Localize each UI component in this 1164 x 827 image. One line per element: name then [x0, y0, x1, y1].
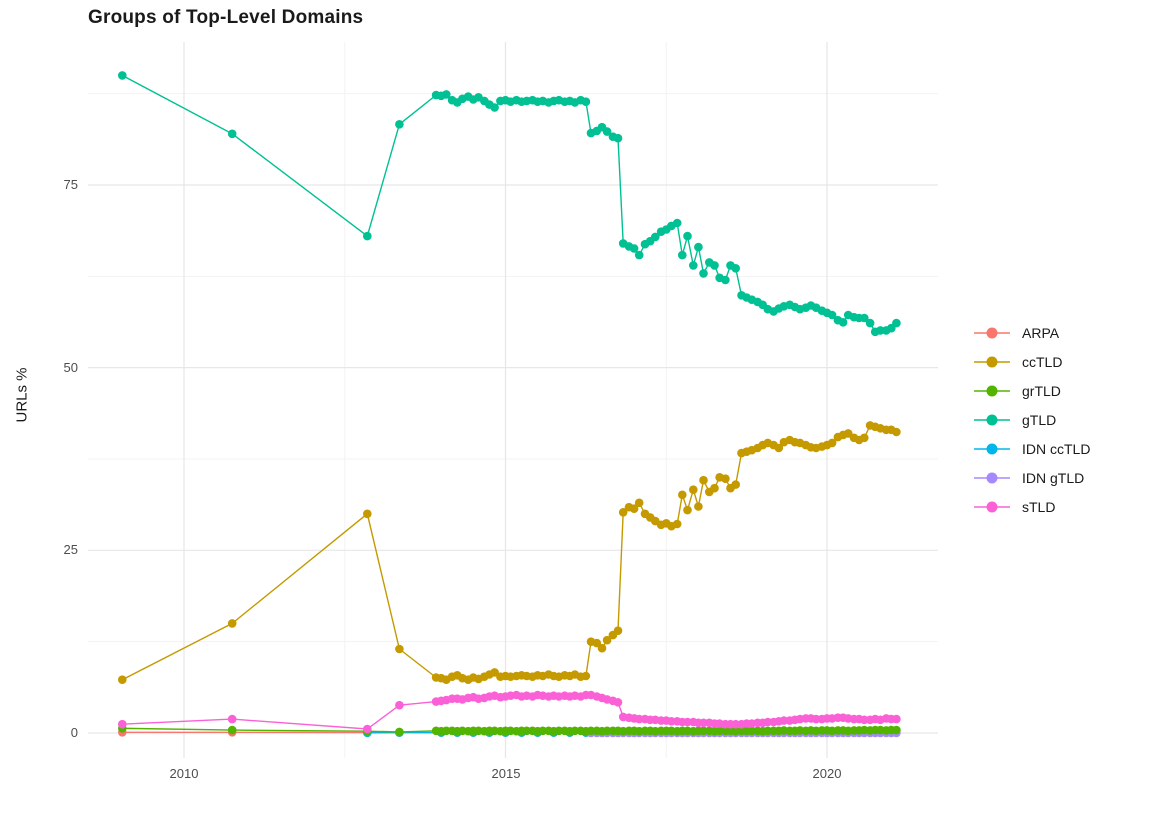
- legend-item-idn-cctld: IDN ccTLD: [974, 434, 1090, 463]
- data-point-gtld: [683, 231, 692, 241]
- data-point-cctld: [683, 505, 692, 515]
- legend-label: IDN gTLD: [1022, 469, 1085, 486]
- data-point-cctld: [860, 433, 869, 443]
- data-point-gtld: [865, 318, 875, 328]
- data-point-gtld: [689, 261, 698, 270]
- legend-key-icon: [974, 441, 1010, 457]
- data-point-gtld: [838, 318, 848, 327]
- x-tick-label: 2015: [491, 766, 521, 781]
- legend-key-icon: [974, 412, 1010, 428]
- legend-item-cctld: ccTLD: [974, 347, 1090, 376]
- data-point-cctld: [699, 475, 708, 485]
- data-point-gtld: [602, 127, 612, 136]
- data-point-gtld: [363, 231, 372, 241]
- data-point-stld: [892, 714, 901, 724]
- legend-label: gTLD: [1022, 411, 1057, 428]
- legend-label: ARPA: [1022, 324, 1060, 341]
- data-point-gtld: [651, 232, 660, 242]
- y-tick-label: 50: [63, 360, 78, 375]
- y-tick-label: 75: [63, 177, 78, 192]
- y-tick-label: 0: [70, 725, 78, 740]
- data-point-stld: [395, 700, 404, 710]
- data-point-cctld: [613, 626, 623, 635]
- data-point-cctld: [629, 504, 639, 513]
- data-point-cctld: [892, 427, 901, 437]
- data-point-cctld: [694, 502, 703, 511]
- data-point-gtld: [395, 120, 404, 129]
- data-point-stld: [227, 714, 237, 724]
- data-point-gtld: [118, 71, 127, 80]
- data-point-gtld: [721, 275, 730, 285]
- data-point-stld: [613, 698, 623, 707]
- legend-key-icon: [974, 499, 1010, 515]
- data-point-cctld: [581, 671, 591, 681]
- data-point-gtld: [672, 218, 682, 228]
- data-point-cctld: [395, 644, 404, 654]
- data-point-cctld: [597, 643, 607, 653]
- data-point-gtld: [731, 264, 740, 273]
- legend-label: IDN ccTLD: [1022, 440, 1091, 457]
- series-stld: [118, 690, 901, 734]
- data-point-gtld: [699, 269, 708, 278]
- data-point-gtld: [827, 310, 837, 320]
- x-tick-label: 2020: [812, 766, 842, 781]
- gridlines-minor: [88, 42, 938, 758]
- data-point-cctld: [118, 675, 127, 684]
- data-point-cctld: [731, 480, 740, 489]
- data-point-stld: [363, 724, 372, 734]
- legend-key-icon: [974, 354, 1010, 370]
- legend-label: sTLD: [1022, 498, 1056, 515]
- x-tick-label: 2010: [169, 766, 199, 781]
- data-point-gtld: [678, 250, 687, 260]
- data-point-cctld: [678, 490, 687, 500]
- y-axis-title: URLs %: [13, 367, 31, 423]
- data-point-gtld: [490, 103, 499, 112]
- legend-label: grTLD: [1022, 382, 1061, 399]
- legend-key-icon: [974, 325, 1010, 341]
- data-point-cctld: [618, 508, 628, 517]
- data-point-gtld: [860, 313, 869, 323]
- y-tick-label: 25: [63, 542, 78, 557]
- data-point-gtld: [710, 261, 719, 270]
- data-point-stld: [118, 719, 127, 729]
- legend-item-gtld: gTLD: [974, 405, 1090, 434]
- legend-item-stld: sTLD: [974, 492, 1090, 521]
- legend: ARPA ccTLD grTLD gTLD IDN ccTLD IDN gTLD…: [974, 318, 1090, 521]
- data-point-cctld: [710, 483, 719, 493]
- legend-key-icon: [974, 383, 1010, 399]
- data-point-gtld: [581, 97, 591, 106]
- data-point-gtld: [442, 90, 451, 99]
- legend-item-grtld: grTLD: [974, 376, 1090, 405]
- data-point-cctld: [602, 635, 612, 645]
- data-point-cctld: [634, 498, 644, 508]
- data-point-cctld: [689, 485, 698, 495]
- data-point-gtld: [892, 318, 901, 328]
- data-point-cctld: [363, 509, 372, 519]
- data-point-cctld: [774, 443, 784, 453]
- legend-item-idn-gtld: IDN gTLD: [974, 463, 1090, 492]
- data-point-cctld: [721, 474, 730, 484]
- data-point-gtld: [629, 244, 639, 253]
- data-point-cctld: [672, 519, 682, 529]
- legend-label: ccTLD: [1022, 353, 1063, 370]
- data-point-gtld: [634, 250, 644, 260]
- legend-key-icon: [974, 470, 1010, 486]
- series-gtld: [118, 71, 901, 337]
- data-point-grtld: [395, 727, 404, 737]
- legend-item-arpa: ARPA: [974, 318, 1090, 347]
- data-point-cctld: [827, 438, 837, 448]
- series-cctld: [118, 421, 901, 684]
- data-point-gtld: [694, 242, 703, 252]
- data-point-grtld: [892, 725, 901, 735]
- data-point-gtld: [227, 129, 237, 139]
- chart-title: Groups of Top-Level Domains: [88, 7, 364, 28]
- gridlines-major: [88, 42, 938, 758]
- data-point-gtld: [613, 133, 623, 143]
- data-point-cctld: [227, 619, 237, 628]
- data-point-grtld: [227, 725, 237, 735]
